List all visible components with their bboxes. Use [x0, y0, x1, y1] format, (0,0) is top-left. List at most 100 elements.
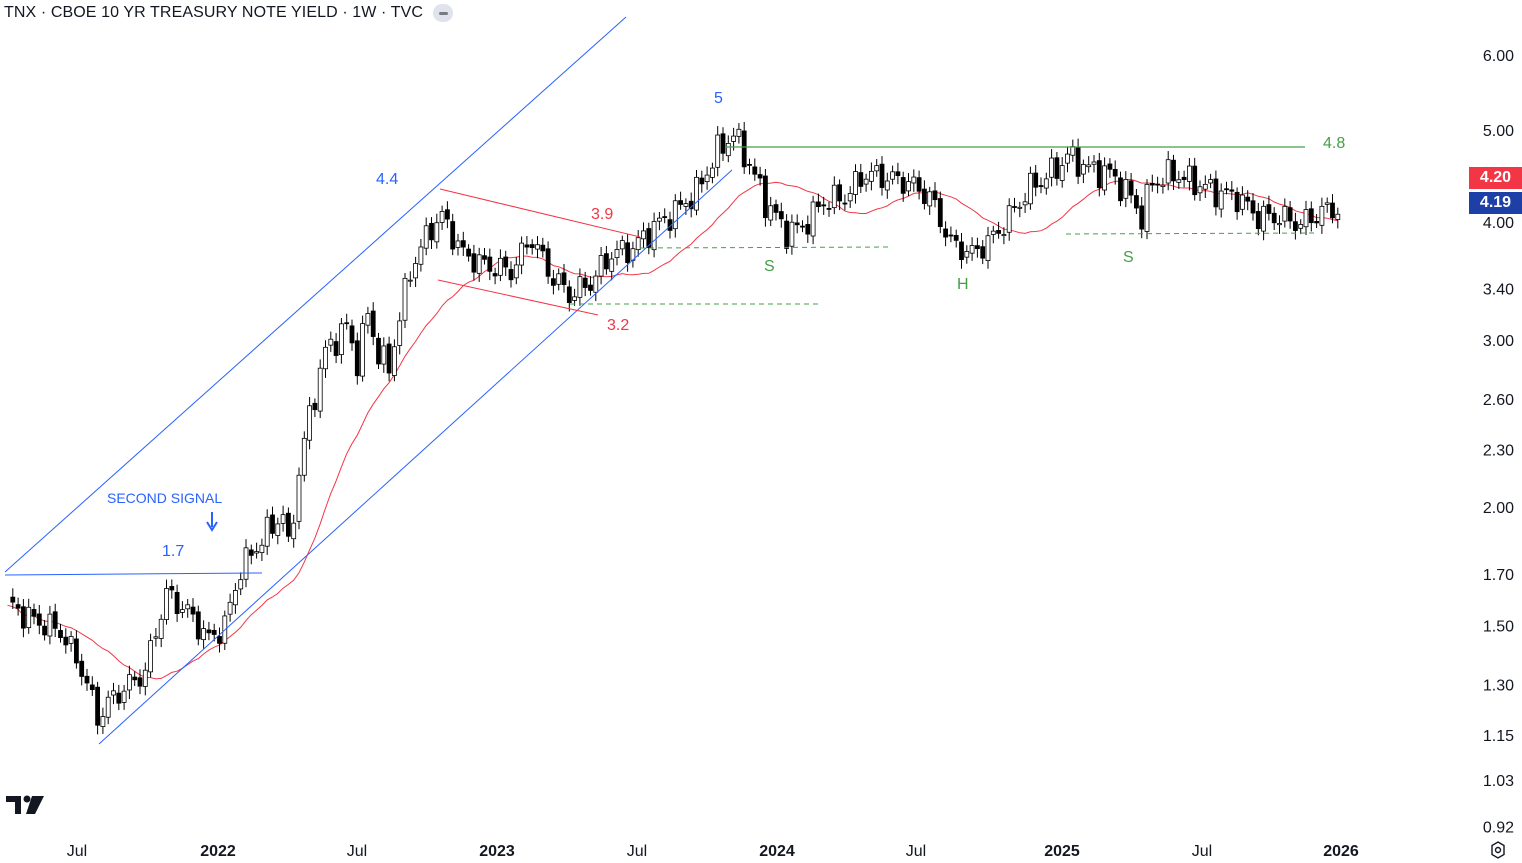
candle-body [768, 205, 774, 221]
candle-body [26, 606, 32, 628]
candle-body [784, 220, 789, 249]
candle-body [370, 310, 376, 337]
candle [688, 192, 694, 218]
candle-body [895, 171, 901, 177]
y-tick-label: 0.92 [1483, 820, 1514, 837]
wedge-upper-line[interactable] [439, 188, 641, 238]
candle [1012, 197, 1017, 213]
candle [482, 247, 487, 265]
candle [1303, 200, 1309, 235]
candle [1038, 177, 1044, 194]
candle-body [1176, 179, 1182, 183]
candle-body [869, 170, 874, 182]
candle-body [625, 242, 630, 264]
candle-body [736, 128, 742, 137]
candle [307, 396, 313, 450]
candle [365, 306, 371, 334]
candle [604, 245, 609, 275]
moving-average-layer [7, 178, 1338, 680]
channel-lower-line[interactable] [98, 169, 733, 745]
candle-body [1096, 160, 1102, 188]
candle [1033, 165, 1039, 197]
candle [1282, 198, 1288, 228]
candle [52, 603, 58, 638]
candle [1022, 192, 1028, 213]
candle [497, 249, 503, 282]
candle-body [423, 225, 429, 249]
y-axis[interactable]: 6.00 5.00 4.00 3.40 3.00 2.60 2.30 2.00 1.70 1.50… [1483, 48, 1514, 837]
candle [842, 194, 848, 211]
x-tick-label: 2022 [200, 843, 236, 860]
candle [190, 598, 196, 622]
candle [259, 538, 265, 562]
breakout-line[interactable] [4, 572, 263, 576]
wedge-lower-line[interactable] [437, 279, 599, 316]
candle-body [1033, 172, 1039, 188]
candle [333, 333, 339, 364]
candle [1096, 152, 1102, 197]
candle [439, 205, 445, 231]
candle [598, 246, 604, 285]
candle [641, 222, 646, 248]
candle [794, 214, 800, 234]
candle [577, 268, 583, 306]
candle [1081, 159, 1086, 184]
collapse-legend-button[interactable] [433, 4, 454, 22]
x-tick-label: 2024 [759, 843, 795, 860]
x-tick-label: 2026 [1323, 843, 1359, 860]
candle [79, 653, 85, 686]
candle [953, 229, 959, 248]
gear-icon[interactable] [1488, 840, 1508, 860]
candle-body [778, 211, 784, 220]
candle [264, 509, 270, 555]
candle [100, 707, 106, 734]
x-tick-label: 2023 [479, 843, 515, 860]
candle-body [296, 474, 302, 522]
candle-body [1075, 147, 1081, 177]
candle [752, 158, 758, 181]
candle-body [1160, 184, 1166, 187]
candle-body [450, 221, 456, 250]
y-tick-label: 1.15 [1483, 728, 1514, 745]
arrow-down-icon [206, 512, 218, 532]
candle [588, 276, 593, 296]
candle [1330, 194, 1335, 224]
candle-body [773, 204, 779, 213]
candle [1128, 172, 1134, 204]
candle-body [1054, 157, 1060, 179]
candle-body [100, 716, 106, 727]
support-line-2[interactable] [639, 246, 893, 249]
candle [492, 267, 498, 285]
support-line-3[interactable] [1065, 232, 1317, 235]
candle-body [720, 133, 726, 154]
candle-body [577, 276, 583, 298]
candle [1065, 146, 1070, 173]
candle [74, 630, 79, 669]
candle [985, 226, 991, 269]
candle-body [142, 669, 148, 687]
y-tick-label: 3.00 [1483, 333, 1514, 350]
candle-body [545, 248, 551, 277]
candle [301, 431, 307, 482]
candle [95, 681, 100, 735]
candle [582, 271, 588, 297]
tradingview-logo-icon[interactable] [6, 794, 46, 816]
candle [47, 605, 53, 645]
candle-body [466, 248, 472, 257]
x-axis[interactable]: Jul 2022 Jul 2023 Jul 2024 Jul 2025 Jul 2026 [67, 843, 1359, 860]
candle [31, 603, 37, 625]
candle-body [275, 523, 281, 536]
candle [1229, 181, 1235, 201]
candle [1250, 193, 1256, 221]
candle [418, 238, 424, 272]
candle-body [879, 163, 885, 188]
channel-upper-line[interactable] [4, 16, 627, 573]
candle [1271, 207, 1277, 230]
candle [1155, 176, 1160, 194]
candle [376, 332, 381, 370]
y-tick-label: 1.70 [1483, 567, 1514, 584]
candle [1017, 201, 1023, 218]
candle [959, 232, 964, 269]
candle [111, 682, 116, 705]
